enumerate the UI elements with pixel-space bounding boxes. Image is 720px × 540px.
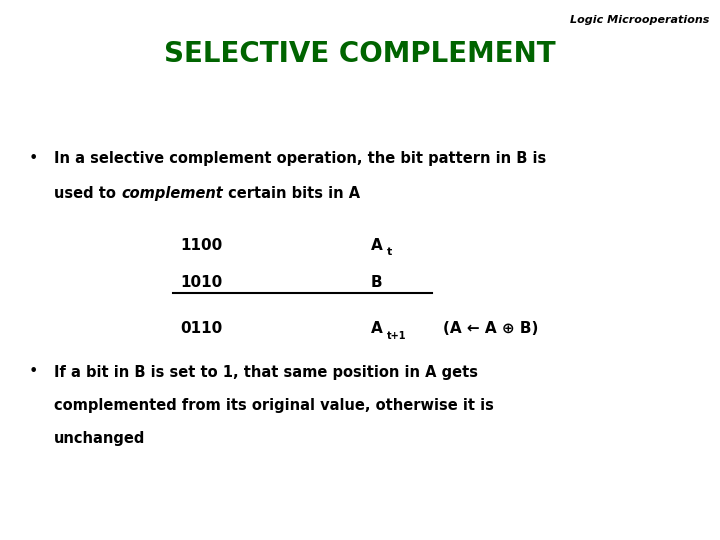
Text: SELECTIVE COMPLEMENT: SELECTIVE COMPLEMENT bbox=[164, 40, 556, 69]
Text: t: t bbox=[387, 247, 392, 258]
Text: A: A bbox=[371, 238, 382, 253]
Text: complement: complement bbox=[121, 186, 222, 201]
Text: (A ← A ⊕ B): (A ← A ⊕ B) bbox=[443, 321, 538, 336]
Text: unchanged: unchanged bbox=[54, 431, 145, 447]
Text: •: • bbox=[29, 151, 38, 166]
Text: B: B bbox=[371, 275, 382, 291]
Text: A: A bbox=[371, 321, 382, 336]
Text: t+1: t+1 bbox=[387, 331, 406, 341]
Text: If a bit in B is set to 1, that same position in A gets: If a bit in B is set to 1, that same pos… bbox=[54, 364, 478, 380]
Text: complemented from its original value, otherwise it is: complemented from its original value, ot… bbox=[54, 398, 494, 413]
Text: In a selective complement operation, the bit pattern in B is: In a selective complement operation, the… bbox=[54, 151, 546, 166]
Text: •: • bbox=[29, 364, 38, 380]
Text: 0110: 0110 bbox=[180, 321, 222, 336]
Text: 1010: 1010 bbox=[180, 275, 222, 291]
Text: Logic Microoperations: Logic Microoperations bbox=[570, 15, 709, 25]
Text: 1100: 1100 bbox=[180, 238, 222, 253]
Text: used to: used to bbox=[54, 186, 121, 201]
Text: certain bits in A: certain bits in A bbox=[222, 186, 360, 201]
